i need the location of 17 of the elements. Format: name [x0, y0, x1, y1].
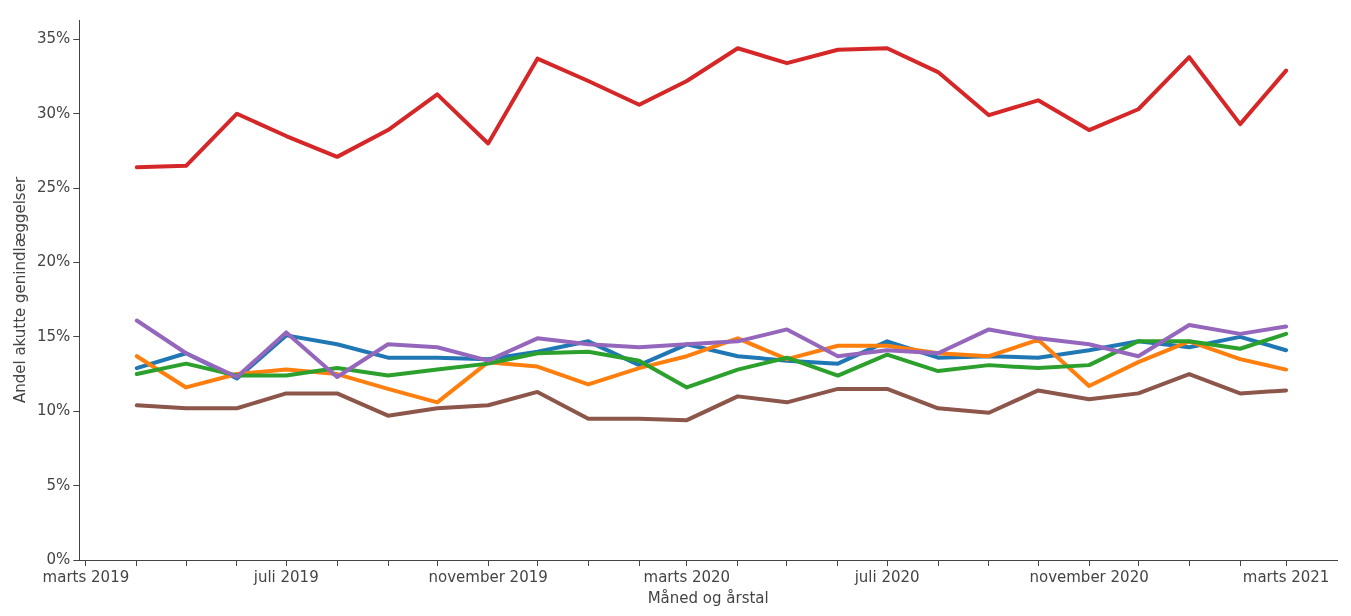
- x-tick-label: juli 2020: [853, 567, 920, 586]
- y-tick-label: 15%: [37, 326, 71, 345]
- y-tick-label: 10%: [37, 401, 71, 420]
- y-tick-label: 30%: [37, 103, 71, 122]
- x-tick-label: marts 2020: [643, 567, 731, 586]
- y-axis-title: Andel akutte genindlæggelser: [10, 176, 29, 404]
- y-tick-label: 25%: [37, 177, 71, 196]
- x-axis-title: Måned og årstal: [647, 588, 769, 607]
- x-tick-label: marts 2021: [1242, 567, 1330, 586]
- y-tick-label: 0%: [46, 549, 71, 568]
- x-tick-label: november 2020: [1029, 567, 1149, 586]
- y-tick-label: 5%: [46, 475, 71, 494]
- x-tick-label: juli 2019: [252, 567, 319, 586]
- y-tick-label: 35%: [37, 29, 71, 48]
- x-tick-label: marts 2019: [42, 567, 130, 586]
- y-tick-label: 20%: [37, 252, 71, 271]
- x-tick-label: november 2019: [428, 567, 548, 586]
